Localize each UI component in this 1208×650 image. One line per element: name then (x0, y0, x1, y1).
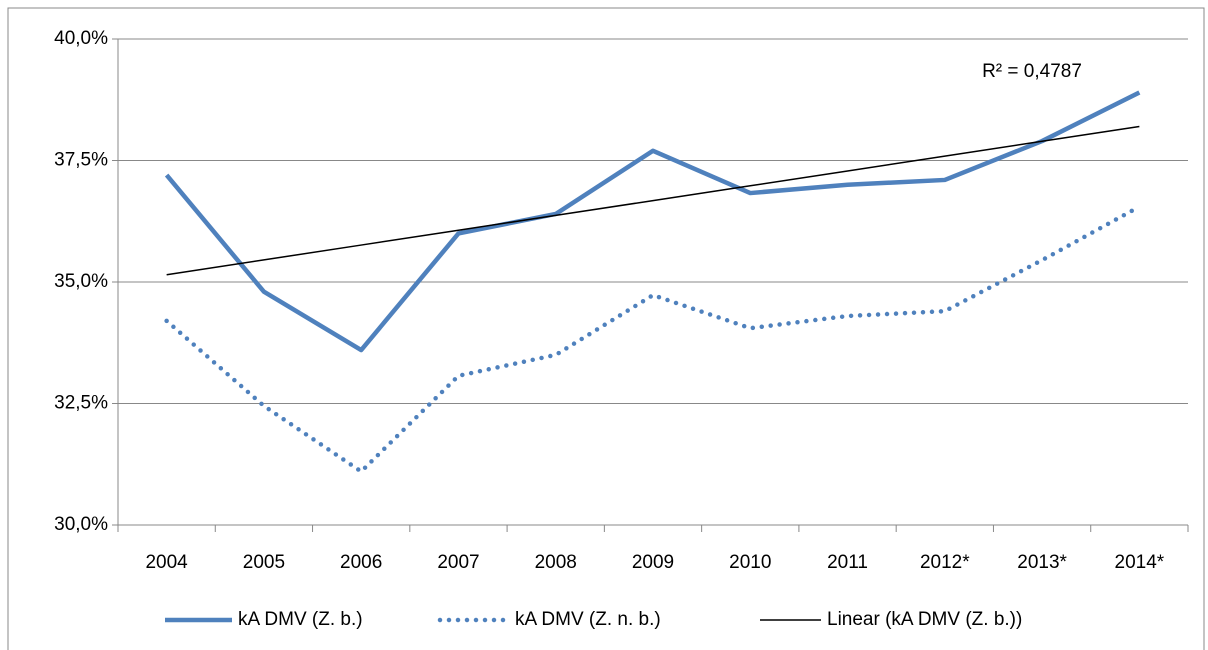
legend-label: Linear (kA DMV (Z. b.)) (827, 609, 1022, 630)
series-line (164, 204, 1142, 475)
x-tick-label: 2008 (535, 552, 577, 573)
x-tick-label: 2010 (729, 552, 771, 573)
y-tick-label: 37,5% (54, 150, 108, 171)
x-tick-label: 2005 (243, 552, 285, 573)
series-line (166, 125, 1140, 276)
y-tick-label: 32,5% (54, 393, 108, 414)
legend-label: kA DMV (Z. b.) (238, 609, 363, 630)
x-tick-label: 2011 (827, 552, 868, 573)
y-tick-label: 30,0% (54, 514, 108, 535)
legend-label: kA DMV (Z. n. b.) (515, 609, 661, 630)
annotation: R² = 0,4787 (982, 61, 1082, 82)
y-tick-label: 35,0% (54, 271, 108, 292)
x-tick-label: 2014* (1115, 552, 1165, 573)
x-tick-label: 2013* (1017, 552, 1067, 573)
x-tick-label: 2004 (145, 552, 188, 573)
y-tick-label: 40,0% (54, 28, 108, 49)
x-tick-label: 2007 (437, 552, 479, 573)
x-tick-label: 2006 (340, 552, 382, 573)
x-tick-label: 2009 (632, 552, 674, 573)
series-line (164, 90, 1141, 353)
x-tick-label: 2012* (920, 552, 970, 573)
chart-border (7, 7, 1205, 650)
